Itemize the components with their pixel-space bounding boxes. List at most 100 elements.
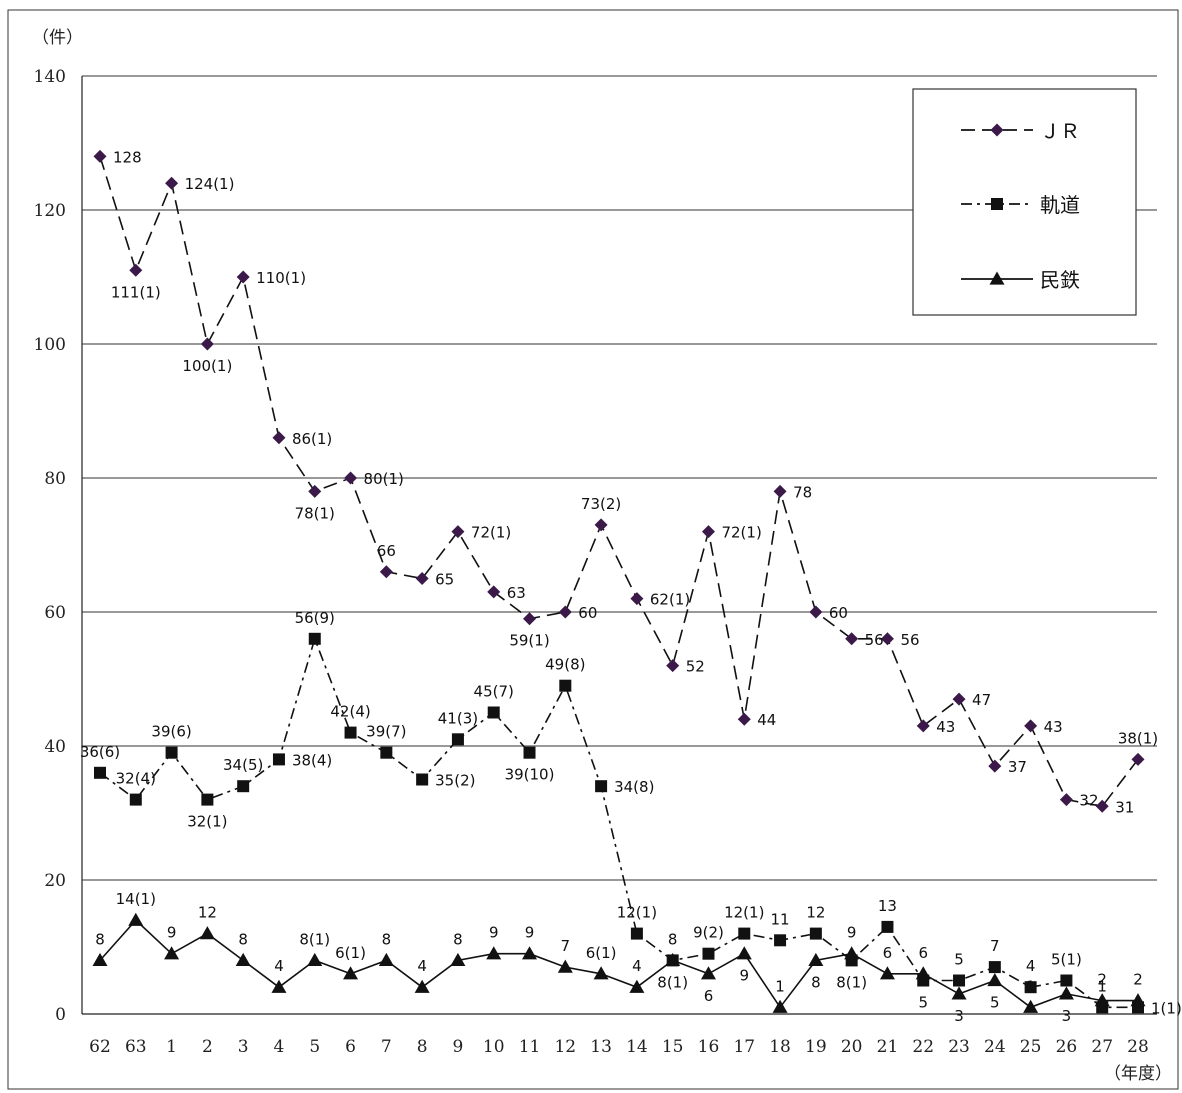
data-label: 45(7)	[474, 683, 514, 701]
diamond-marker	[523, 612, 537, 626]
diamond-marker	[487, 585, 501, 599]
square-marker	[738, 927, 751, 940]
x-tick-label: 26	[1056, 1037, 1078, 1057]
square-marker	[380, 746, 393, 759]
data-label: 6(1)	[586, 944, 617, 962]
triangle-marker	[844, 946, 860, 960]
x-axis-unit: （年度）	[1104, 1064, 1172, 1084]
y-tick-label: 120	[34, 201, 66, 221]
series-markers	[92, 149, 1146, 1014]
legend-label: 民鉄	[1040, 268, 1080, 292]
data-label: 37	[1008, 758, 1027, 776]
x-tick-label: 14	[626, 1037, 648, 1057]
diamond-marker	[451, 525, 465, 539]
triangle-marker	[879, 966, 895, 980]
data-label: 43	[1044, 718, 1063, 736]
triangle-marker	[915, 966, 931, 980]
data-label: 73(2)	[581, 495, 621, 513]
data-label: 52	[686, 658, 705, 676]
diamond-marker	[129, 263, 143, 277]
data-label: 4	[632, 957, 642, 975]
data-label: 35(2)	[435, 772, 475, 790]
y-axis-unit: （件）	[32, 28, 83, 48]
data-label: 1	[775, 977, 785, 995]
x-tick-label: 24	[984, 1037, 1006, 1057]
data-label: 6	[883, 944, 893, 962]
triangle-marker	[629, 979, 645, 993]
data-label: 8(1)	[299, 930, 330, 948]
x-tick-label: 8	[417, 1037, 428, 1057]
series-line	[99, 636, 1138, 1009]
data-label: 41(3)	[438, 709, 478, 727]
x-tick-label: 4	[274, 1037, 285, 1057]
data-label: 34(8)	[614, 778, 654, 796]
data-label: 5	[954, 951, 964, 969]
data-label: 66	[377, 542, 396, 560]
square-marker	[308, 632, 321, 645]
diamond-marker	[988, 759, 1002, 773]
x-tick-label: 63	[125, 1037, 147, 1057]
triangle-marker	[414, 979, 430, 993]
triangle-marker	[772, 999, 788, 1013]
x-tick-label: 11	[519, 1037, 541, 1057]
data-label: 9	[525, 924, 535, 942]
square-marker	[953, 974, 966, 987]
square-marker	[451, 733, 464, 746]
data-label: 38(4)	[292, 751, 332, 769]
data-label: 86(1)	[292, 430, 332, 448]
data-label: 6(1)	[335, 944, 366, 962]
triangle-marker	[378, 952, 394, 967]
data-label: 8	[453, 930, 463, 948]
square-marker	[416, 773, 429, 786]
diamond-marker	[165, 176, 179, 190]
data-label: 32(1)	[187, 813, 227, 831]
data-label: 11	[771, 910, 790, 928]
triangle-marker	[1058, 986, 1074, 1000]
data-label: 49(8)	[545, 656, 585, 674]
data-label: 5(1)	[1051, 951, 1082, 969]
data-label: 6	[704, 987, 714, 1005]
grid-lines	[81, 75, 1157, 1015]
square-marker	[237, 780, 250, 793]
data-label: 9	[847, 924, 857, 942]
y-tick-label: 40	[44, 737, 66, 757]
triangle-marker	[343, 966, 359, 980]
x-tick-label: 22	[912, 1037, 934, 1057]
x-tick-label: 18	[769, 1037, 791, 1057]
square-marker	[165, 746, 178, 759]
data-label: 8	[238, 930, 248, 948]
data-label: 78	[793, 483, 812, 501]
square-marker	[988, 961, 1001, 974]
data-label: 60	[578, 604, 597, 622]
square-marker	[523, 746, 536, 759]
x-tick-label: 3	[238, 1037, 249, 1057]
triangle-marker	[271, 979, 287, 993]
data-label: 8	[382, 930, 392, 948]
data-label: 12(1)	[724, 904, 764, 922]
triangle-marker	[92, 952, 108, 967]
square-marker	[1024, 981, 1037, 994]
data-label: 13	[878, 897, 897, 915]
x-tick-label: 7	[381, 1037, 392, 1057]
diamond-marker	[701, 525, 715, 539]
diamond-marker	[952, 692, 966, 706]
diamond-marker	[93, 149, 107, 163]
data-label: 4	[274, 957, 284, 975]
diamond-marker	[272, 431, 286, 445]
x-tick-label: 16	[698, 1037, 720, 1057]
data-label: 63	[507, 584, 526, 602]
diamond-marker	[809, 605, 823, 619]
triangle-marker	[1094, 993, 1110, 1007]
x-tick-label: 15	[662, 1037, 684, 1057]
data-label: 65	[435, 571, 454, 589]
triangle-marker	[1130, 993, 1146, 1007]
series-line	[99, 919, 1138, 1009]
data-label: 8	[95, 930, 105, 948]
x-tick-label: 28	[1127, 1037, 1149, 1057]
triangle-marker	[1023, 999, 1039, 1013]
data-label: 12(1)	[617, 904, 657, 922]
x-tick-label: 19	[805, 1037, 827, 1057]
x-tick-label: 2	[202, 1037, 213, 1057]
data-label: 44	[757, 711, 776, 729]
